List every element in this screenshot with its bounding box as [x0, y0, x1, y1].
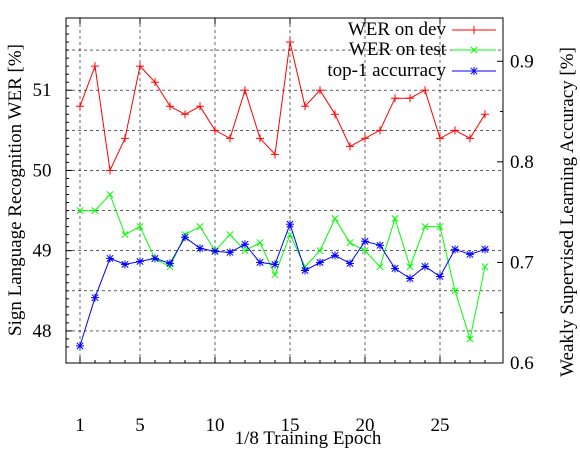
data-point — [301, 266, 309, 275]
data-point — [196, 223, 204, 231]
plot-frame — [65, 17, 504, 364]
series-line-1 — [80, 193, 486, 341]
data-point — [331, 251, 339, 259]
y-right-tick-label: 0.8 — [510, 152, 534, 173]
x-tick-label: 5 — [135, 415, 145, 436]
legend-label-test: WER on test — [349, 39, 447, 60]
data-point — [241, 247, 249, 255]
y-right-tick-label: 0.9 — [510, 51, 534, 72]
y-axis-left-label: Sign Language Recognition WER [%] — [5, 44, 26, 336]
data-point — [136, 257, 144, 265]
data-point — [451, 245, 459, 253]
data-point — [436, 223, 444, 231]
x-tick-label: 20 — [356, 415, 375, 436]
y-axis-right-label: Weakly Supervised Learning Accuracy [%] — [557, 47, 578, 377]
data-point — [136, 223, 144, 231]
data-point — [241, 240, 249, 248]
data-point — [256, 239, 264, 247]
data-point — [271, 260, 279, 268]
data-point — [406, 263, 414, 271]
data-point — [196, 244, 204, 252]
data-point — [481, 245, 489, 253]
data-point — [376, 241, 384, 249]
y-left-tick-label: 51 — [33, 80, 52, 101]
x-tick-label: 25 — [431, 415, 450, 436]
data-point — [466, 250, 474, 258]
data-point — [421, 262, 429, 270]
y-left-tick-label: 50 — [33, 160, 52, 181]
data-point — [181, 233, 189, 241]
y-left-tick-label: 49 — [33, 241, 52, 262]
data-point — [271, 271, 279, 279]
data-point — [406, 274, 414, 283]
data-point — [316, 258, 324, 266]
legend-label-dev: WER on dev — [348, 19, 447, 40]
y-right-tick-label: 0.6 — [510, 353, 534, 374]
data-point — [151, 254, 159, 262]
data-point — [331, 215, 339, 223]
data-point — [451, 287, 459, 295]
data-point — [226, 231, 234, 239]
x-tick-label: 10 — [206, 415, 225, 436]
data-point — [436, 272, 444, 281]
series-2 — [76, 220, 489, 350]
legend-marker — [470, 46, 478, 54]
data-point — [121, 260, 129, 268]
legend: WER on dev WER on test top-1 accurracy — [327, 19, 496, 81]
data-point — [391, 264, 399, 273]
data-point — [226, 248, 234, 256]
data-point — [166, 259, 174, 267]
data-point — [481, 263, 489, 271]
data-point — [286, 220, 294, 228]
data-point — [316, 247, 324, 255]
data-point — [391, 215, 399, 223]
y-left-tick-label: 48 — [33, 321, 52, 342]
data-point — [211, 247, 219, 255]
data-point — [376, 263, 384, 271]
x-axis-label: 1/8 Training Epoch — [235, 428, 382, 449]
data-point — [91, 294, 99, 302]
data-point — [106, 190, 114, 199]
data-point — [346, 259, 354, 267]
data-point — [256, 258, 264, 266]
series-line-2 — [79, 222, 486, 347]
data-point — [106, 254, 114, 262]
legend-marker — [470, 67, 478, 75]
y-right-tick-label: 0.7 — [510, 252, 534, 273]
data-point — [466, 335, 474, 343]
series-line-0 — [79, 41, 486, 173]
series-0 — [76, 38, 489, 175]
x-tick-label: 15 — [281, 415, 300, 436]
data-point — [346, 239, 354, 247]
data-point — [76, 342, 84, 350]
data-point — [421, 223, 429, 231]
data-point — [286, 231, 294, 239]
data-point — [361, 247, 369, 255]
series-layer — [76, 38, 489, 350]
data-point — [121, 231, 129, 239]
data-point — [361, 237, 369, 245]
data-point — [76, 207, 84, 215]
x-tick-label: 1 — [75, 415, 85, 436]
legend-label-top1: top-1 accurracy — [327, 60, 446, 81]
data-point — [91, 207, 99, 215]
